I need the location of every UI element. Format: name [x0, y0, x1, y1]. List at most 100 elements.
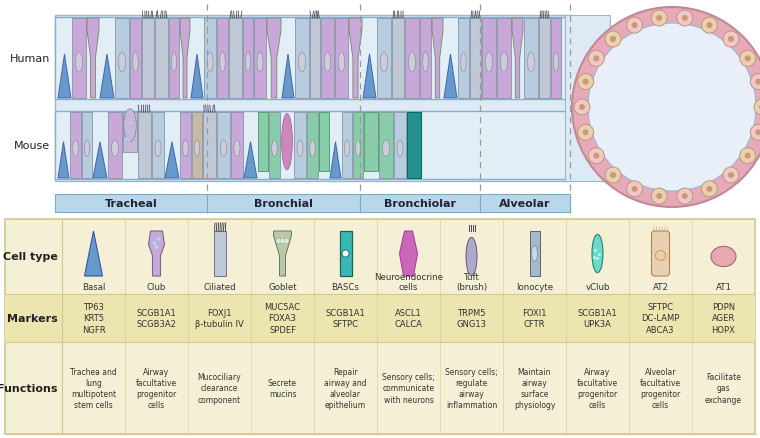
Bar	[229, 19, 242, 99]
Polygon shape	[274, 231, 292, 276]
Ellipse shape	[195, 141, 199, 157]
Polygon shape	[282, 55, 294, 99]
Ellipse shape	[338, 53, 345, 73]
Circle shape	[745, 56, 751, 62]
Bar	[340, 231, 351, 276]
Circle shape	[129, 122, 131, 124]
FancyBboxPatch shape	[651, 231, 670, 276]
Polygon shape	[58, 55, 71, 99]
Bar	[55, 18, 570, 100]
Bar	[231, 113, 243, 179]
Circle shape	[632, 23, 638, 29]
Circle shape	[626, 18, 643, 34]
Ellipse shape	[272, 141, 277, 157]
Bar	[217, 19, 228, 99]
Circle shape	[728, 173, 734, 179]
Ellipse shape	[119, 53, 125, 73]
Text: SCGB1A1
UPK3A: SCGB1A1 UPK3A	[578, 308, 617, 328]
Bar	[407, 113, 421, 179]
Text: Repair
airway and
alveolar
epithelium: Repair airway and alveolar epithelium	[325, 367, 367, 409]
Ellipse shape	[124, 110, 136, 142]
Ellipse shape	[486, 53, 492, 73]
Circle shape	[128, 140, 130, 142]
Ellipse shape	[531, 246, 537, 262]
Ellipse shape	[381, 53, 388, 73]
Bar	[353, 113, 363, 179]
Circle shape	[750, 74, 760, 90]
Text: ASCL1
CALCA: ASCL1 CALCA	[394, 308, 423, 328]
Polygon shape	[444, 55, 457, 99]
Text: AT2: AT2	[653, 283, 669, 291]
Bar	[155, 19, 168, 99]
Text: Mouse: Mouse	[14, 141, 50, 151]
Bar	[335, 19, 348, 99]
Bar	[307, 113, 318, 179]
Circle shape	[594, 153, 600, 159]
Circle shape	[284, 239, 289, 244]
Text: BASCs: BASCs	[331, 283, 359, 291]
Bar	[204, 19, 216, 99]
Bar	[258, 113, 268, 172]
Circle shape	[651, 11, 667, 27]
Bar	[70, 113, 81, 179]
Bar	[214, 231, 226, 276]
Polygon shape	[363, 55, 376, 99]
Text: Sensory cells;
communicate
with neurons: Sensory cells; communicate with neurons	[382, 373, 435, 404]
Circle shape	[701, 181, 717, 198]
Ellipse shape	[220, 141, 226, 157]
Bar	[420, 19, 431, 99]
Text: Trachea and
lung
multipotent
stem cells: Trachea and lung multipotent stem cells	[70, 367, 117, 409]
Ellipse shape	[527, 53, 534, 73]
Polygon shape	[244, 142, 257, 179]
Circle shape	[651, 189, 667, 205]
Bar	[55, 16, 570, 182]
Circle shape	[626, 181, 643, 198]
Circle shape	[655, 251, 666, 261]
Bar	[142, 19, 154, 99]
Bar	[565, 16, 610, 182]
Text: Cell type: Cell type	[3, 252, 58, 262]
Circle shape	[579, 105, 585, 111]
Bar	[254, 19, 266, 99]
Bar	[524, 19, 538, 99]
Ellipse shape	[84, 141, 90, 157]
Circle shape	[588, 148, 604, 164]
Ellipse shape	[297, 141, 303, 157]
Bar	[115, 19, 129, 99]
Ellipse shape	[592, 235, 603, 273]
Polygon shape	[330, 142, 341, 179]
Ellipse shape	[133, 53, 138, 73]
Text: MUC5AC
FOXA3
SPDEF: MUC5AC FOXA3 SPDEF	[264, 302, 300, 334]
Bar	[130, 19, 141, 99]
Polygon shape	[58, 142, 69, 179]
Bar	[364, 113, 378, 172]
Text: Tuft
(brush): Tuft (brush)	[456, 272, 487, 291]
Bar	[55, 112, 570, 180]
Bar	[243, 19, 253, 99]
Bar	[123, 113, 137, 152]
Bar	[72, 19, 86, 99]
Ellipse shape	[423, 53, 428, 73]
Ellipse shape	[207, 53, 213, 73]
Bar	[138, 113, 151, 179]
Circle shape	[276, 239, 281, 244]
Circle shape	[745, 153, 751, 159]
Ellipse shape	[75, 53, 83, 73]
Circle shape	[682, 16, 688, 22]
Bar	[405, 19, 419, 99]
Circle shape	[598, 254, 601, 256]
Circle shape	[759, 105, 760, 111]
Bar	[377, 19, 391, 99]
Ellipse shape	[461, 53, 466, 73]
Bar	[203, 113, 216, 179]
Circle shape	[755, 130, 760, 136]
Circle shape	[596, 258, 599, 261]
Bar	[152, 113, 164, 179]
Ellipse shape	[344, 141, 350, 157]
Circle shape	[153, 242, 157, 245]
Text: Mucociliary
clearance
component: Mucociliary clearance component	[198, 373, 242, 404]
Bar	[55, 194, 207, 212]
Bar	[482, 19, 496, 99]
Text: Secrete
mucins: Secrete mucins	[268, 378, 297, 398]
Circle shape	[706, 187, 712, 192]
